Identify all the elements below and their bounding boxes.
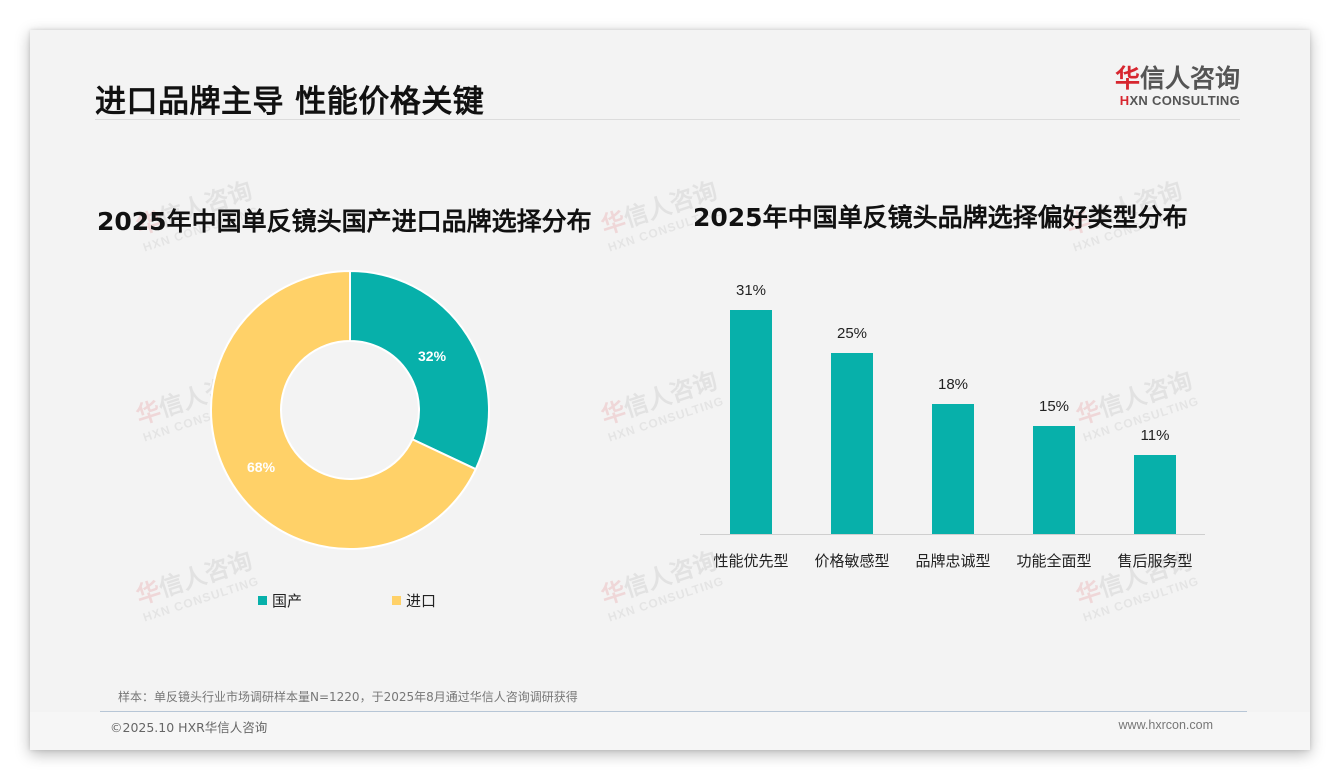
bar-performance — [730, 310, 772, 534]
bar-category-label: 品牌忠诚型 — [915, 552, 991, 570]
donut-slice-0 — [349, 269, 490, 471]
bar-value-label: 25% — [836, 325, 868, 343]
bar-chart: 31% 性能优先型 25% 价格敏感型 18% 品牌忠诚型 15% 功能全面型 … — [700, 270, 1210, 580]
copyright: ©2025.10 HXR华信人咨询 — [110, 720, 268, 735]
donut-chart-svg — [210, 269, 490, 550]
legend-swatch-icon — [392, 596, 401, 605]
slide: 进口品牌主导 性能价格关键 华信人咨询 HXN CONSULTING 华信人咨询… — [30, 30, 1310, 750]
footer-divider — [100, 711, 1247, 712]
bar-full-function — [1033, 425, 1075, 534]
bar-price — [831, 353, 873, 534]
website-link[interactable]: www.hxrcon.com — [1118, 718, 1213, 732]
brand-logo: 华信人咨询 HXN CONSULTING — [1110, 65, 1240, 109]
footer-band — [30, 712, 1310, 750]
x-axis-line — [700, 534, 1205, 535]
bar-chart-title: 2025年中国单反镜头品牌选择偏好类型分布 — [693, 203, 1188, 232]
donut-label-domestic: 32% — [418, 348, 447, 364]
legend-swatch-icon — [258, 596, 267, 605]
header-divider — [95, 119, 1240, 120]
bar-value-label: 31% — [735, 282, 767, 299]
bar-value-label: 15% — [1038, 397, 1070, 415]
bar-value-label: 18% — [937, 375, 969, 393]
legend-item-domestic: 国产 — [258, 590, 302, 611]
logo-english: HXN CONSULTING — [1119, 93, 1240, 108]
bar-brand-loyal — [932, 403, 974, 534]
page-title: 进口品牌主导 性能价格关键 — [95, 84, 485, 120]
legend-item-imported: 进口 — [392, 590, 436, 611]
watermark: 华信人咨询 HXN CONSULTING — [132, 546, 261, 625]
donut-chart: 32% 68% — [210, 269, 490, 550]
sample-note: 样本：单反镜头行业市场调研样本量N=1220，于2025年8月通过华信人咨询调研… — [118, 690, 578, 704]
bar-category-label: 功能全面型 — [1016, 552, 1092, 570]
donut-chart-title: 2025年中国单反镜头国产进口品牌选择分布 — [97, 207, 592, 236]
bar-category-label: 性能优先型 — [713, 552, 789, 570]
bar-category-label: 售后服务型 — [1117, 552, 1193, 570]
bar-category-label: 价格敏感型 — [814, 552, 890, 570]
donut-slice-1 — [210, 269, 478, 550]
donut-label-imported: 68% — [247, 459, 276, 475]
bar-value-label: 11% — [1140, 426, 1170, 444]
bar-after-sales — [1134, 454, 1176, 534]
logo-chinese: 华信人咨询 — [1114, 64, 1240, 93]
